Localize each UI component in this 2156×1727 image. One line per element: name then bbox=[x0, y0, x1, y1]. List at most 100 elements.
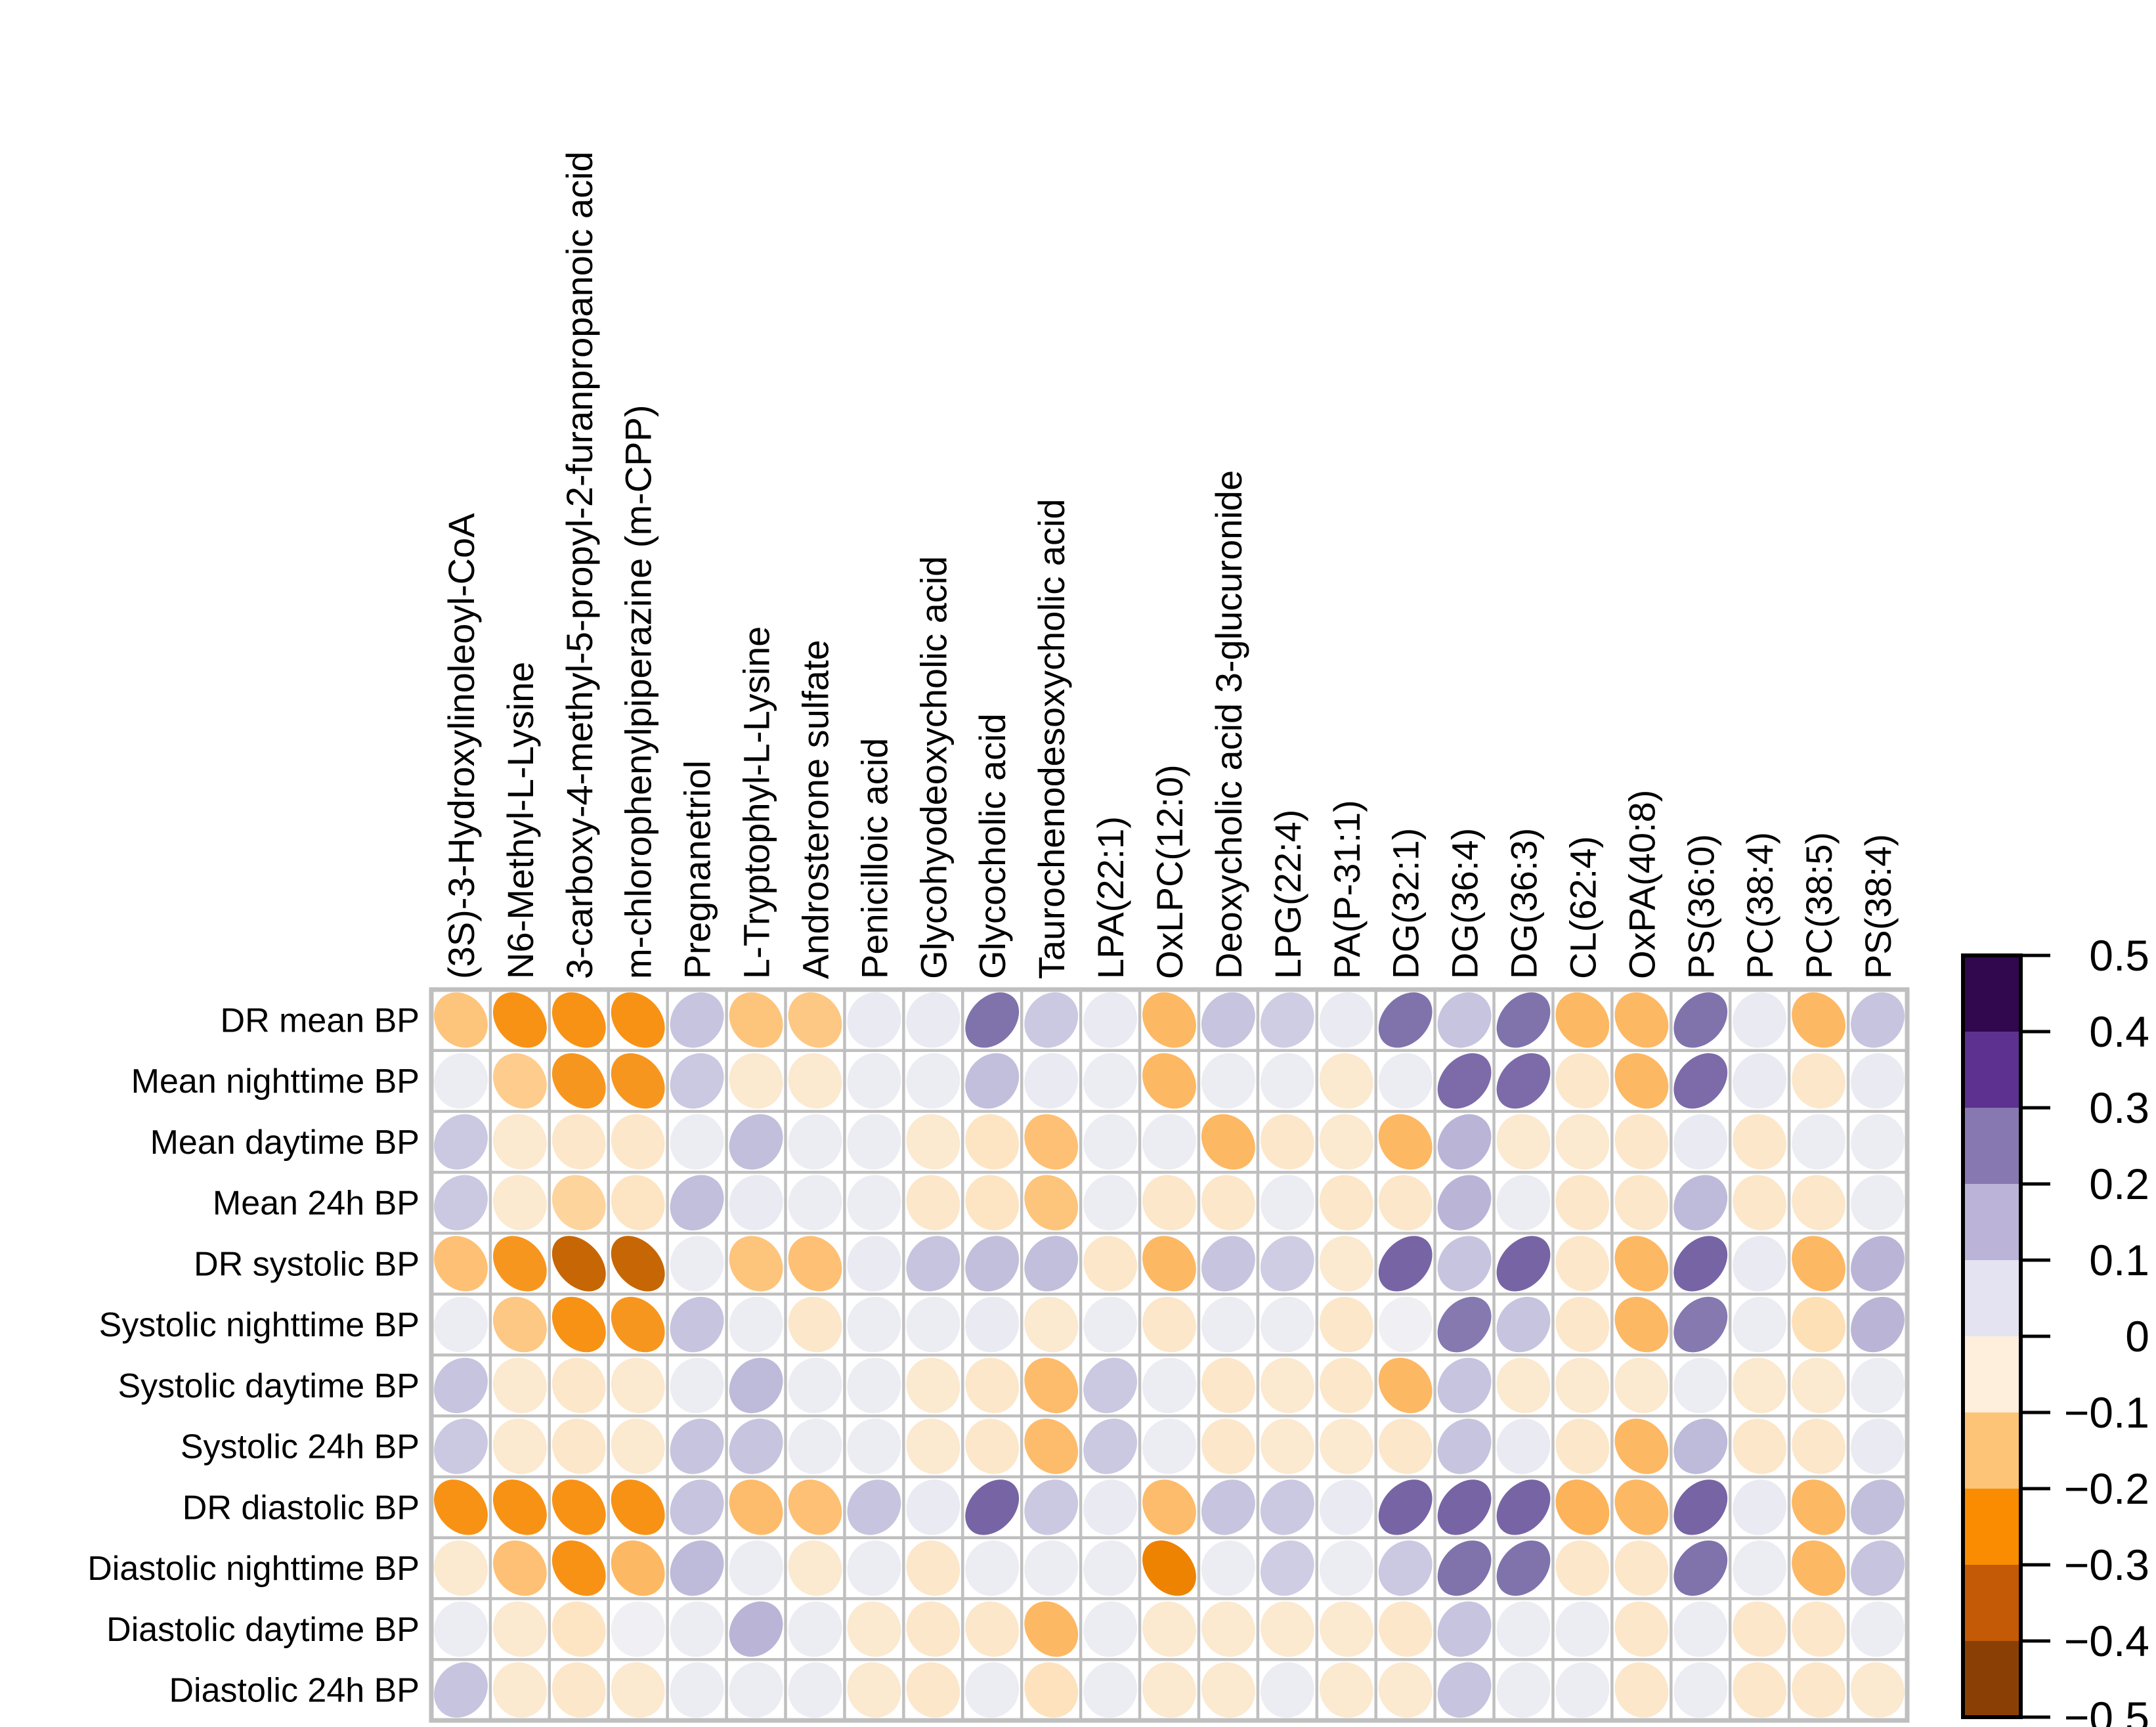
correlation-ellipse bbox=[1437, 1357, 1492, 1414]
correlation-ellipse bbox=[1201, 1175, 1255, 1231]
correlation-ellipse bbox=[788, 1418, 842, 1474]
matrix-cell-ellipse-group bbox=[1733, 1357, 1787, 1414]
correlation-ellipse bbox=[729, 1479, 783, 1535]
colorbar-tick-label: −0.2 bbox=[2064, 1464, 2149, 1513]
correlation-ellipse bbox=[1851, 1357, 1905, 1414]
colorbar-band bbox=[1963, 1489, 2021, 1565]
matrix-cell-ellipse-group bbox=[1555, 1175, 1610, 1231]
correlation-ellipse bbox=[906, 1296, 960, 1353]
correlation-ellipse bbox=[906, 1114, 960, 1170]
col-label: PS(36:0) bbox=[1680, 834, 1721, 979]
correlation-ellipse bbox=[1201, 1662, 1255, 1718]
matrix-cell-ellipse-group bbox=[1083, 1479, 1138, 1535]
matrix-cell-ellipse-group bbox=[1378, 1357, 1433, 1414]
correlation-ellipse bbox=[1083, 992, 1138, 1048]
col-label: Pregnanetriol bbox=[677, 760, 718, 979]
correlation-ellipse bbox=[493, 1540, 547, 1596]
matrix-cell-ellipse-group bbox=[1024, 1662, 1079, 1718]
correlation-ellipse bbox=[965, 1114, 1020, 1170]
col-label: (3S)-3-Hydroxylinoleoyl-CoA bbox=[441, 513, 482, 979]
matrix-cell-ellipse-group bbox=[1792, 1662, 1845, 1718]
correlation-ellipse bbox=[1851, 1236, 1905, 1292]
correlation-ellipse bbox=[847, 1662, 901, 1718]
matrix-cell-ellipse-group bbox=[788, 1479, 842, 1535]
correlation-ellipse bbox=[1673, 1418, 1728, 1474]
matrix-cell-ellipse-group bbox=[1083, 1601, 1138, 1657]
correlation-ellipse bbox=[1201, 1114, 1255, 1170]
correlation-ellipse bbox=[551, 1662, 606, 1718]
matrix-cell-ellipse-group bbox=[1614, 1357, 1669, 1414]
col-label: Taurochenodesoxycholic acid bbox=[1031, 498, 1072, 979]
correlation-ellipse bbox=[1378, 1175, 1433, 1231]
matrix-cell-ellipse-group bbox=[1142, 1662, 1196, 1718]
correlation-ellipse bbox=[906, 1357, 960, 1414]
matrix-cell-ellipse-group bbox=[1614, 1601, 1669, 1657]
matrix-cell-ellipse-group bbox=[1792, 1114, 1846, 1170]
matrix-cell-ellipse-group bbox=[1614, 1053, 1669, 1109]
matrix-cell-ellipse-group bbox=[670, 1601, 724, 1657]
matrix-cell-ellipse-group bbox=[906, 1418, 960, 1474]
matrix-cell-ellipse-group bbox=[492, 1601, 547, 1657]
col-label: DG(32:1) bbox=[1385, 828, 1427, 979]
correlation-ellipse bbox=[1437, 1540, 1492, 1596]
correlation-ellipse bbox=[1201, 992, 1255, 1048]
matrix-cell-ellipse-group bbox=[1260, 992, 1314, 1048]
matrix-cell-ellipse-group bbox=[1201, 1601, 1255, 1657]
matrix-cell-ellipse-group bbox=[1319, 1418, 1373, 1474]
matrix-cell-ellipse-group bbox=[1378, 1114, 1433, 1170]
correlation-ellipse bbox=[1496, 1236, 1551, 1292]
matrix-cell-ellipse-group bbox=[847, 1601, 901, 1657]
correlation-ellipse bbox=[788, 1296, 842, 1353]
correlation-ellipse bbox=[1555, 1053, 1610, 1109]
matrix-cell-ellipse-group bbox=[1614, 1236, 1669, 1292]
correlation-ellipse bbox=[611, 1236, 665, 1292]
matrix-cell-ellipse-group bbox=[1496, 1175, 1551, 1231]
correlation-ellipse bbox=[1319, 1662, 1373, 1718]
matrix-cell-ellipse-group bbox=[729, 1175, 783, 1231]
correlation-ellipse bbox=[1614, 1479, 1669, 1535]
correlation-ellipse bbox=[1555, 1357, 1610, 1414]
matrix-cell-ellipse-group bbox=[434, 1114, 488, 1170]
correlation-ellipse bbox=[729, 1662, 783, 1718]
matrix-cell-ellipse-group bbox=[1319, 1114, 1373, 1170]
correlation-ellipse bbox=[670, 1296, 724, 1353]
matrix-cell-ellipse-group bbox=[1378, 1540, 1433, 1596]
correlation-ellipse bbox=[906, 1662, 960, 1718]
matrix-cell-ellipse-group bbox=[1851, 1540, 1905, 1596]
correlation-ellipse bbox=[1673, 1662, 1728, 1718]
correlation-ellipse bbox=[1614, 1296, 1669, 1353]
matrix-cell-ellipse-group bbox=[906, 1114, 960, 1170]
correlation-ellipse bbox=[906, 1236, 960, 1292]
matrix-cell-ellipse-group bbox=[1673, 1479, 1728, 1535]
colorbar-band bbox=[1963, 1108, 2021, 1185]
matrix-cell-ellipse-group bbox=[1142, 1418, 1196, 1474]
matrix-cell-ellipse-group bbox=[551, 1601, 606, 1657]
correlation-ellipse bbox=[492, 1357, 547, 1414]
matrix-cell-ellipse-group bbox=[1142, 1175, 1196, 1231]
matrix-cell-ellipse-group bbox=[1733, 1053, 1787, 1109]
matrix-cell-ellipse-group bbox=[1673, 1236, 1728, 1292]
matrix-cell-ellipse-group bbox=[670, 1053, 724, 1109]
matrix-cell-ellipse-group bbox=[1851, 992, 1905, 1048]
matrix-cell-ellipse-group bbox=[1496, 1357, 1551, 1414]
matrix-cell-ellipse-group bbox=[729, 1479, 783, 1535]
correlation-ellipse bbox=[1378, 1479, 1433, 1535]
matrix-cell-ellipse-group bbox=[847, 1479, 901, 1535]
correlation-ellipse bbox=[1083, 1236, 1137, 1292]
matrix-cell-ellipse-group bbox=[1673, 1175, 1728, 1231]
correlation-ellipse bbox=[1260, 1357, 1314, 1414]
correlation-ellipse bbox=[1614, 1601, 1669, 1657]
row-label: Systolic nighttime BP bbox=[99, 1306, 420, 1344]
correlation-ellipse bbox=[1260, 1053, 1314, 1109]
correlation-ellipse bbox=[965, 1053, 1020, 1109]
correlation-ellipse bbox=[1142, 1418, 1196, 1474]
matrix-cell-ellipse-group bbox=[1201, 1540, 1255, 1596]
correlation-ellipse bbox=[847, 1357, 901, 1414]
matrix-cell-ellipse-group bbox=[1673, 1601, 1728, 1657]
matrix-cell-ellipse-group bbox=[670, 1662, 724, 1718]
matrix-cell-ellipse-group bbox=[1792, 1601, 1845, 1657]
correlation-ellipse bbox=[1201, 1601, 1255, 1657]
matrix-cell-ellipse-group bbox=[434, 1236, 488, 1292]
correlation-ellipse bbox=[1378, 1601, 1433, 1657]
row-label: Diastolic daytime BP bbox=[106, 1611, 420, 1649]
